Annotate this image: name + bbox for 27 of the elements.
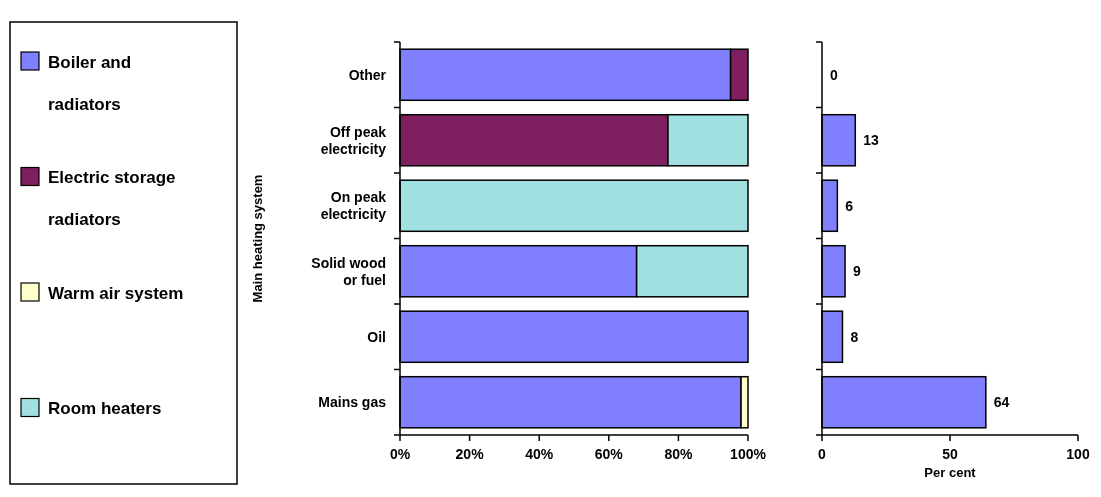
y-tick-label: Off peak electricity xyxy=(320,123,387,157)
y-tick-label: Mains gas xyxy=(318,394,387,411)
x-tick-label: 80% xyxy=(664,446,693,462)
y-tick-label: On peak electricity xyxy=(320,189,387,223)
x-axis-title: Per cent xyxy=(924,465,977,480)
x-tick-label: 40% xyxy=(525,446,554,462)
x-tick-label: 100 xyxy=(1066,446,1090,462)
x-tick-label: 0% xyxy=(389,446,411,462)
x-tick-label: 0 xyxy=(818,446,827,462)
x-tick-label: 50 xyxy=(942,446,958,462)
y-tick-label: Solid wood or fuel xyxy=(311,254,386,288)
data-label: 8 xyxy=(850,328,859,345)
x-tick-label: 60% xyxy=(594,446,624,462)
data-label: 13 xyxy=(863,132,880,149)
data-label: 6 xyxy=(845,197,854,214)
x-tick-label: 100% xyxy=(730,446,767,462)
text: Boiler and radiators xyxy=(48,52,132,114)
data-label: 9 xyxy=(853,263,862,280)
legend-label: Warm air system xyxy=(48,283,184,303)
y-tick-label: Other xyxy=(348,66,387,83)
x-tick-label: 20% xyxy=(455,446,485,462)
text: Electric storage radiators xyxy=(48,168,176,230)
data-label: 64 xyxy=(993,394,1010,411)
legend-label: Room heaters xyxy=(48,399,162,419)
data-label: 0 xyxy=(830,66,838,83)
y-axis-title: Main heating system xyxy=(250,174,265,303)
y-tick-label: Oil xyxy=(367,328,386,345)
